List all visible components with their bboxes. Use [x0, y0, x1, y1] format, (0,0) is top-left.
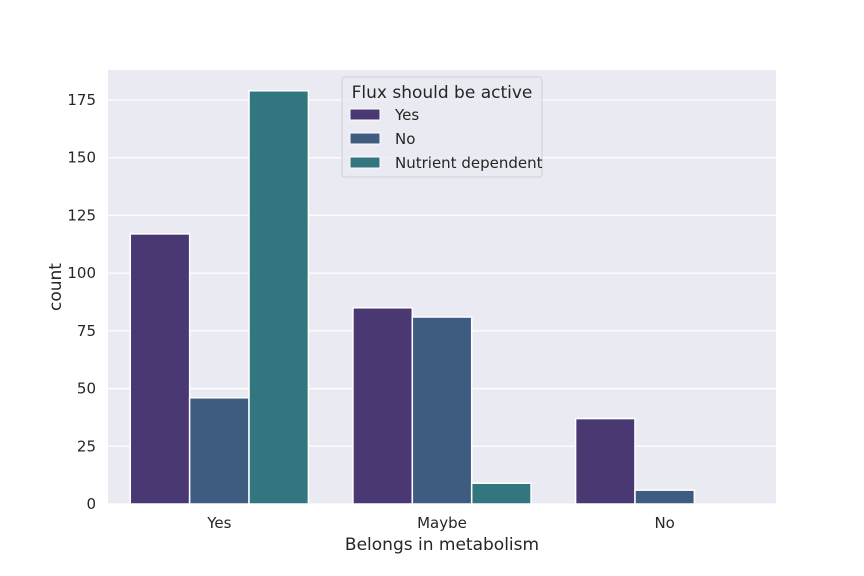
bar — [129, 233, 191, 505]
legend-swatch — [349, 132, 381, 145]
legend-label: Yes — [394, 106, 419, 124]
y-axis-title: count — [46, 263, 66, 311]
y-tick-labels: 0 25 50 75 100 125 150 175 — [67, 91, 96, 513]
x-tick-labels: Yes Maybe No — [206, 514, 675, 532]
bar — [574, 417, 636, 505]
x-tick-label: No — [654, 514, 674, 532]
bar — [188, 397, 250, 505]
x-axis-title: Belongs in metabolism — [345, 535, 539, 555]
legend-frame — [341, 76, 543, 178]
legend-items: Yes No Nutrient dependent — [349, 106, 543, 172]
x-tick-label: Maybe — [417, 514, 467, 532]
y-tick-label: 50 — [77, 380, 96, 398]
bar — [352, 307, 414, 505]
legend-swatch — [349, 156, 381, 169]
legend-label: No — [395, 130, 415, 148]
y-tick-label: 175 — [67, 91, 96, 109]
y-tick-label: 25 — [77, 437, 96, 455]
y-tick-label: 100 — [67, 264, 96, 282]
y-tick-label: 150 — [67, 149, 96, 167]
bar — [411, 316, 473, 505]
bars — [129, 90, 696, 505]
y-tick-label: 125 — [67, 206, 96, 224]
bar — [634, 489, 696, 505]
bar — [470, 482, 532, 505]
legend-swatch — [349, 108, 381, 121]
legend: Flux should be active Yes No Nutrient depe… — [341, 76, 543, 178]
y-tick-label: 0 — [86, 495, 96, 513]
y-tick-label: 75 — [77, 322, 96, 340]
legend-label: Nutrient dependent — [395, 154, 543, 172]
bar — [248, 90, 310, 505]
legend-title: Flux should be active — [352, 83, 533, 103]
x-tick-label: Yes — [206, 514, 231, 532]
